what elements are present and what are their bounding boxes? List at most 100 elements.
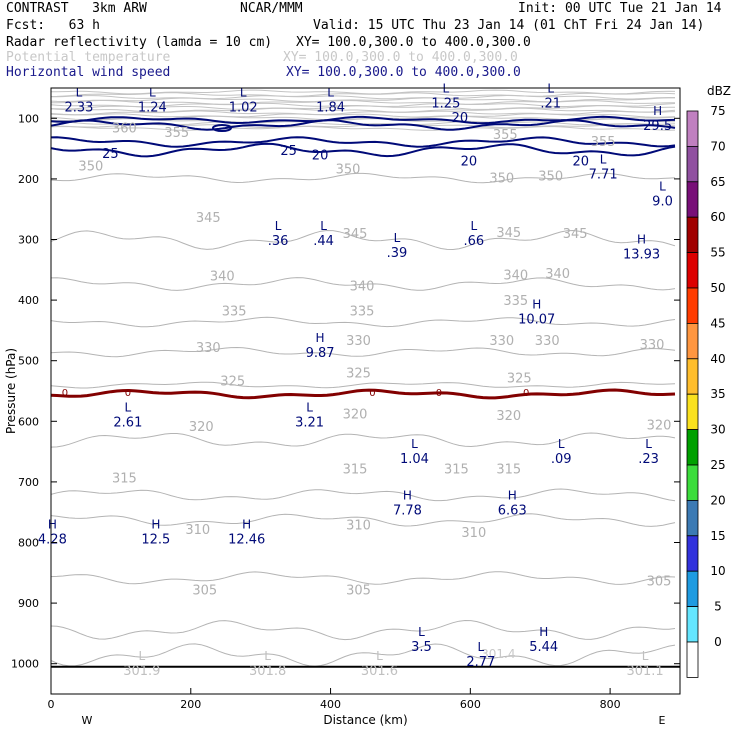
theta-line — [50, 229, 676, 251]
extremum-type: H — [242, 518, 251, 532]
theta-label: 355 — [164, 126, 189, 141]
extremum-type: L — [320, 219, 327, 233]
colorbar-swatch — [686, 216, 699, 253]
theta-line — [50, 277, 676, 291]
theta-line — [50, 571, 676, 585]
wind-line — [50, 119, 676, 131]
wind-label: 25 — [102, 147, 119, 162]
reflectivity-label: 0 — [369, 388, 375, 399]
theta-line — [50, 488, 676, 502]
reflectivity-label: 0 — [62, 388, 68, 399]
colorbar-swatch — [686, 429, 699, 466]
theta-line — [50, 97, 675, 103]
theta-line — [50, 619, 676, 641]
theta-label: 305 — [346, 583, 371, 598]
extremum-value: 301.6 — [361, 664, 398, 679]
theta-line — [50, 513, 676, 527]
extremum-value: 301.1 — [626, 664, 663, 679]
extremum-value: .39 — [387, 246, 408, 261]
theta-line — [50, 113, 676, 118]
extremum-value: 3.5 — [411, 640, 432, 655]
field-theta: Potential temperature — [6, 50, 171, 65]
extremum-type: H — [316, 331, 325, 345]
colorbar-label: 70 — [710, 139, 725, 153]
colorbar-title: dBZ — [707, 84, 731, 98]
field-reflectivity: Radar reflectivity (lamda = 10 cm) — [6, 35, 273, 50]
theta-label: 315 — [496, 462, 521, 477]
extremum-value: 2.77 — [466, 655, 495, 670]
field-reflectivity-xy: XY= 100.0,300.0 to 400.0,300.0 — [296, 35, 531, 50]
theta-label: 330 — [535, 334, 560, 349]
theta-label: 340 — [503, 268, 528, 283]
colorbar-label: 25 — [710, 458, 725, 472]
theta-label: 330 — [489, 334, 514, 349]
theta-line — [50, 105, 676, 110]
extremum-type: H — [403, 489, 412, 503]
colorbar-swatch — [686, 641, 699, 678]
reflectivity-label: 0 — [125, 388, 131, 399]
theta-line — [50, 643, 676, 667]
theta-label: 355 — [493, 128, 518, 143]
theta-line — [50, 107, 676, 113]
colorbar-swatch — [686, 252, 699, 289]
theta-label: 350 — [489, 171, 514, 186]
y-tick-label: 200 — [18, 173, 39, 186]
y-tick-label: 100 — [18, 112, 39, 125]
theta-label: 325 — [346, 367, 371, 382]
extremum-value: 1.25 — [431, 96, 460, 111]
extremum-value: 301.8 — [249, 664, 286, 679]
reflectivity-line — [50, 388, 676, 400]
valid-time: Valid: 15 UTC Thu 23 Jan 14 (01 ChT Fri … — [313, 18, 705, 33]
y-tick-label: 300 — [18, 234, 39, 247]
theta-label: 345 — [196, 211, 221, 226]
extremum-value: .44 — [313, 234, 334, 249]
y-tick-label: 500 — [18, 355, 39, 368]
extremum-value: 301.9 — [123, 664, 160, 679]
theta-label: 320 — [343, 408, 368, 423]
extremum-value: 12.5 — [141, 533, 170, 548]
extremum-value: 29.5 — [643, 119, 672, 134]
org-label: NCAR/MMM — [240, 1, 303, 16]
colorbar-swatch — [686, 145, 699, 183]
theta-label: 335 — [503, 294, 528, 309]
extremum-type: L — [411, 437, 418, 451]
extremum-value: 9.87 — [306, 346, 335, 361]
plot-frame — [50, 87, 681, 695]
theta-label: 350 — [78, 159, 103, 174]
colorbar-label: 55 — [710, 246, 725, 260]
extremum-type: L — [149, 86, 156, 100]
extremum-value: .36 — [268, 234, 289, 249]
extremum-type: L — [275, 219, 282, 233]
colorbar-swatch — [686, 606, 699, 643]
theta-label: 340 — [350, 279, 375, 294]
theta-label: 330 — [346, 334, 371, 349]
theta-line — [50, 125, 676, 131]
field-wind-xy: XY= 100.0,300.0 to 400.0,300.0 — [286, 65, 521, 80]
theta-line — [50, 432, 676, 448]
theta-label: 320 — [496, 409, 521, 424]
y-tick-label: 600 — [18, 415, 39, 428]
extremum-value: 1.84 — [316, 101, 345, 116]
extremum-type: L — [264, 649, 271, 663]
colorbar-label: 10 — [710, 564, 725, 578]
extremum-type: H — [539, 625, 548, 639]
theta-label: 310 — [461, 526, 486, 541]
x-tick-label: 0 — [48, 698, 55, 711]
extremum-value: 9.0 — [652, 195, 673, 210]
x-tick-label: 200 — [180, 698, 201, 711]
extremum-type: L — [659, 180, 666, 194]
colorbar-swatch — [686, 287, 699, 324]
extremum-type: L — [125, 401, 132, 415]
theta-label: 350 — [336, 162, 361, 177]
extremum-type: L — [418, 625, 425, 639]
extremum-type: L — [139, 649, 146, 663]
wind-label: 20 — [452, 111, 469, 126]
theta-line — [51, 99, 675, 105]
y-axis-label: Pressure (hPa) — [4, 348, 18, 434]
theta-label: 330 — [640, 338, 665, 353]
theta-label: 310 — [346, 519, 371, 534]
theta-line — [50, 94, 675, 100]
extremum-value: 7.71 — [589, 167, 618, 182]
